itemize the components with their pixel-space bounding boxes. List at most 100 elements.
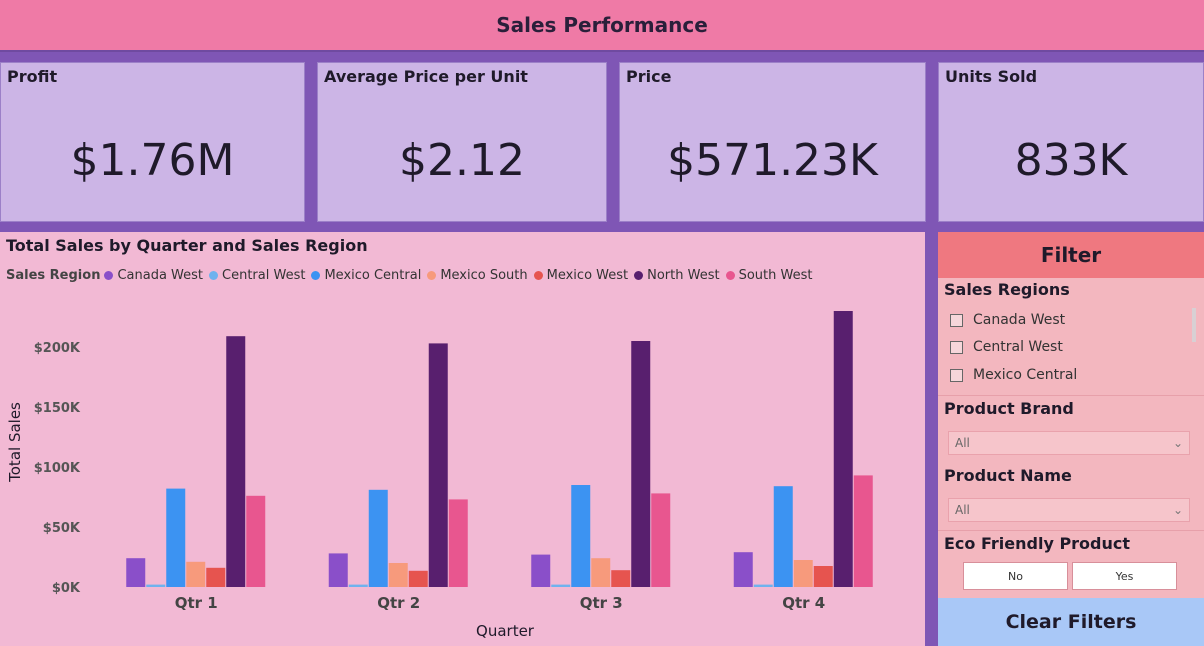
product-brand-label: Product Brand (944, 399, 1074, 418)
legend-swatch (311, 271, 321, 280)
legend-swatch (533, 271, 543, 280)
kpi-card-units-sold: Units Sold 833K (938, 62, 1204, 222)
y-axis-label: Total Sales (6, 402, 24, 483)
kpi-title: Units Sold (945, 67, 1038, 86)
legend-title: Sales Region (6, 268, 101, 283)
bar (753, 584, 773, 587)
bar-chart: $0K $50K $100K $150K $200K Total Sales Quarter… (6, 311, 873, 640)
region-option-central-west[interactable]: Central West (950, 339, 1063, 355)
kpi-value: 833K (1014, 135, 1128, 186)
legend-label: Mexico South (440, 268, 528, 283)
bar (813, 566, 833, 587)
bar (591, 558, 611, 587)
checkbox-icon[interactable] (950, 313, 963, 327)
legend-label: Mexico Central (324, 268, 422, 283)
region-option-label: Canada West (973, 312, 1066, 328)
bar (246, 495, 266, 587)
y-tick-label: $0K (52, 581, 81, 596)
sales-regions-label: Sales Regions (944, 280, 1070, 299)
bar (793, 560, 813, 587)
bar (773, 486, 793, 587)
bar (853, 475, 873, 587)
legend-label: South West (738, 268, 813, 283)
y-tick-label: $100K (34, 461, 81, 476)
bar (348, 584, 368, 587)
legend-swatch (427, 271, 437, 280)
bar (368, 489, 388, 587)
bar (448, 499, 468, 587)
checkbox-icon[interactable] (950, 340, 963, 354)
chevron-down-icon: ⌄ (1172, 503, 1183, 517)
bar (531, 554, 551, 587)
legend-swatch (725, 271, 735, 280)
bar (166, 488, 186, 587)
filter-title: Filter (938, 232, 1204, 278)
bar (651, 493, 671, 587)
product-name-dropdown[interactable]: All ⌄ (948, 498, 1190, 522)
legend-swatch (209, 271, 219, 280)
regions-scrollbar[interactable] (1192, 308, 1196, 342)
kpi-title: Profit (7, 67, 58, 86)
legend-item[interactable]: South West (725, 268, 813, 283)
bar (146, 584, 166, 587)
legend-label: Mexico West (546, 268, 629, 283)
y-tick-label: $150K (34, 401, 81, 416)
legend-swatch (634, 271, 644, 280)
clear-filters-button[interactable]: Clear Filters (938, 598, 1204, 646)
bar (328, 553, 348, 587)
kpi-card-price: Price $571.23K (619, 62, 926, 222)
chart-legend: Sales Region Canada West Central West Mexi… (6, 268, 818, 283)
chart-title: Total Sales by Quarter and Sales Region (6, 236, 368, 255)
bar (631, 341, 651, 587)
bar (833, 311, 853, 587)
bar (126, 558, 146, 587)
eco-no-button[interactable]: No (963, 562, 1068, 590)
region-option-mexico-central[interactable]: Mexico Central (950, 367, 1077, 383)
eco-friendly-label: Eco Friendly Product (944, 534, 1131, 553)
legend-item[interactable]: Canada West (104, 268, 203, 283)
kpi-card-profit: Profit $1.76M (0, 62, 305, 222)
kpi-value: $2.12 (399, 135, 525, 186)
legend-label: Central West (222, 268, 306, 283)
kpi-title: Price (626, 67, 672, 86)
checkbox-icon[interactable] (950, 368, 963, 382)
eco-yes-button[interactable]: Yes (1072, 562, 1177, 590)
kpi-card-average-price: Average Price per Unit $2.12 (317, 62, 607, 222)
bar (186, 561, 206, 587)
legend-item[interactable]: Mexico Central (311, 268, 421, 283)
product-brand-dropdown[interactable]: All ⌄ (948, 431, 1190, 455)
kpi-title: Average Price per Unit (324, 67, 528, 86)
legend-item[interactable]: Mexico West (533, 268, 629, 283)
sales-chart-panel: Total Sales by Quarter and Sales Region … (0, 232, 925, 646)
divider (938, 530, 1204, 531)
y-tick-label: $50K (43, 521, 81, 536)
x-axis-label: Quarter (476, 622, 535, 640)
x-tick-label: Qtr 4 (782, 594, 825, 612)
kpi-value: $571.23K (667, 135, 878, 186)
x-tick-label: Qtr 3 (580, 594, 623, 612)
divider (938, 395, 1204, 396)
bar (733, 552, 753, 587)
region-option-label: Mexico Central (973, 367, 1078, 383)
page-title: Sales Performance (0, 0, 1204, 52)
legend-label: Canada West (117, 268, 204, 283)
legend-label: North West (647, 268, 720, 283)
legend-item[interactable]: Mexico South (427, 268, 528, 283)
region-option-label: Central West (973, 339, 1063, 355)
filter-panel: Filter Sales Regions Canada West Central… (938, 232, 1204, 598)
kpi-value: $1.76M (70, 135, 235, 186)
bar (206, 567, 226, 587)
bar (388, 563, 408, 587)
dropdown-value: All (955, 436, 970, 450)
legend-item[interactable]: North West (634, 268, 720, 283)
bar (551, 584, 571, 587)
x-tick-label: Qtr 2 (377, 594, 420, 612)
chevron-down-icon: ⌄ (1172, 436, 1183, 450)
product-name-label: Product Name (944, 466, 1072, 485)
x-tick-label: Qtr 1 (175, 594, 218, 612)
legend-item[interactable]: Central West (209, 268, 305, 283)
bar (408, 570, 428, 587)
bar (428, 343, 448, 587)
region-option-canada-west[interactable]: Canada West (950, 312, 1065, 328)
bar (611, 570, 631, 587)
